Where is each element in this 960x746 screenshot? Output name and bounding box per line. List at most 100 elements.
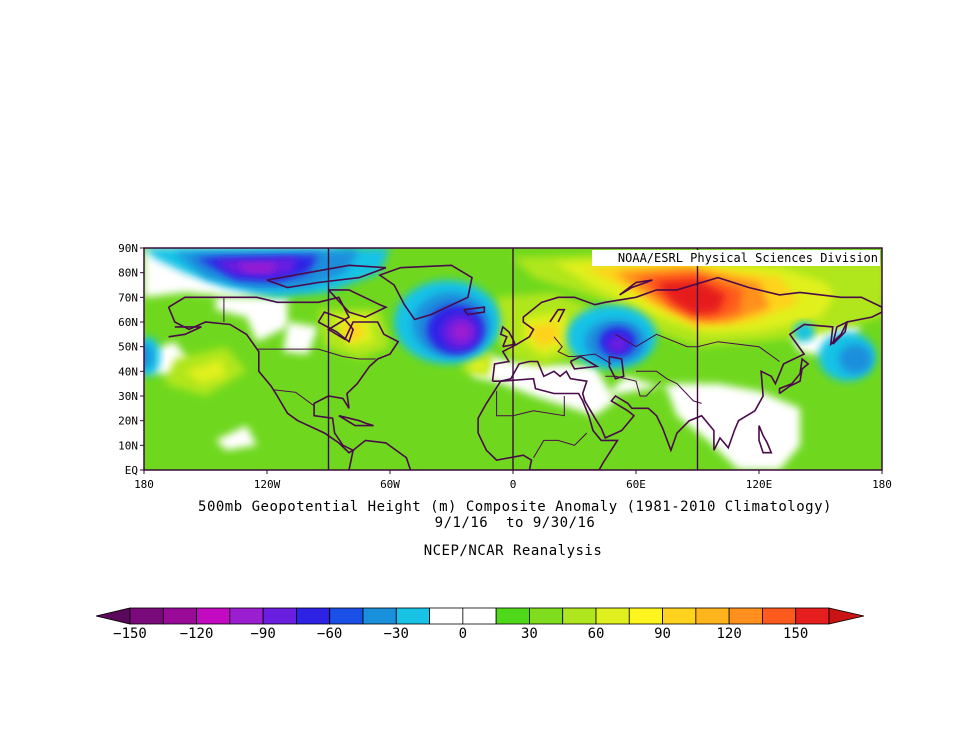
lat-label: 20N [118, 415, 138, 428]
coastline-baffin [327, 289, 388, 318]
coastline-iceland [463, 306, 486, 316]
country-border [636, 370, 702, 404]
colorbar-swatch [495, 607, 530, 625]
colorbar-swatch [429, 607, 464, 625]
colorbar-tick-label: 30 [520, 626, 538, 642]
colorbar-tick-label: −120 [179, 626, 214, 642]
colorbar-swatch [296, 607, 331, 625]
lon-label: 180 [134, 478, 154, 491]
coastline-britain [499, 325, 517, 348]
white-region [215, 425, 257, 451]
white-region [215, 297, 288, 342]
country-border [605, 375, 661, 397]
latitude-axis: 90N 80N 70N 60N 50N 40N 30N 20N 10N EQ [118, 242, 144, 477]
lon-label: 60E [626, 478, 646, 491]
white-region [283, 322, 319, 355]
data-source: NCEP/NCAR Reanalysis [423, 543, 603, 559]
country-border [533, 432, 588, 458]
positive-anomaly [656, 280, 727, 315]
credit-label: NOAA/ESRL Physical Sciences Division [618, 251, 878, 265]
lat-label: 40N [118, 365, 138, 378]
coastline-philippines [758, 425, 773, 454]
colorbar-swatch [628, 607, 663, 625]
colorbar-swatch [229, 607, 264, 625]
colorbar-tick-label: 0 [458, 626, 468, 642]
colorbar-tick-label: 60 [587, 626, 605, 642]
coastline-eurasia [491, 276, 882, 453]
country-border [256, 348, 376, 360]
coastline-sakhalin-alaska [168, 326, 202, 338]
coastline-caribbean [338, 414, 374, 427]
colorbar-swatch [695, 607, 730, 625]
colorbar-tick-label: −90 [250, 626, 276, 642]
lat-label: 80N [118, 267, 138, 280]
figure-title: 500mb Geopotential Height (m) Composite … [198, 499, 832, 515]
country-border [273, 389, 315, 407]
coastline-kamchatka [832, 320, 849, 345]
colorbar-swatch [462, 607, 497, 625]
lat-label: 60N [118, 316, 138, 329]
country-border [496, 391, 565, 417]
country-border [553, 336, 612, 365]
colorbar-tick-label: −30 [383, 626, 409, 642]
colorbar-swatch [362, 607, 397, 625]
colorbar-tick-label: 150 [783, 626, 809, 642]
colorbar-swatch [262, 607, 297, 625]
coastline-africa [477, 377, 619, 470]
coastline-arctic-islands [266, 264, 387, 289]
lat-label: EQ [125, 464, 138, 477]
colorbar-tick-label: −60 [317, 626, 343, 642]
lon-label: 120W [254, 478, 281, 491]
plot-area [144, 248, 882, 470]
lon-label: 180 [872, 478, 892, 491]
lon-label: 120E [746, 478, 773, 491]
colorbar-swatch [762, 607, 797, 625]
colorbar-swatch [562, 607, 597, 625]
meridian-lines [327, 248, 699, 470]
lat-label: 50N [118, 341, 138, 354]
lat-label: 30N [118, 390, 138, 403]
positive-anomaly [185, 359, 226, 384]
negative-anomaly [838, 344, 872, 374]
colorbar-swatch [662, 607, 697, 625]
colorbar-swatch [329, 607, 364, 625]
colorbar [95, 607, 865, 625]
positive-anomaly [467, 356, 489, 374]
negative-anomaly [451, 322, 472, 342]
colorbar-tick-label: −150 [113, 626, 147, 642]
colorbar-swatch [529, 607, 564, 625]
longitude-axis: 180 120W 60W 0 60E 120E 180 [134, 470, 892, 491]
lat-label: 70N [118, 291, 138, 304]
negative-anomaly [607, 335, 628, 353]
coastline-south-america [348, 439, 412, 470]
coastline-scandinavia-gulf [549, 308, 566, 323]
negative-anomaly [144, 344, 153, 369]
lat-label: 10N [118, 439, 138, 452]
coastline-greenland [378, 264, 473, 321]
colorbar-swatch [795, 607, 830, 625]
credit-box [592, 250, 880, 266]
coastline-japan [778, 357, 810, 395]
colorbar-swatch [196, 607, 231, 625]
lon-label: 0 [510, 478, 517, 491]
colorbar-swatch [595, 607, 630, 625]
negative-anomaly [793, 322, 815, 342]
colorbar-swatch [129, 607, 164, 625]
lat-label: 90N [118, 242, 138, 255]
negative-anomaly [236, 262, 278, 273]
positive-anomaly [529, 322, 559, 347]
coastline-black-sea [569, 355, 600, 370]
colorbar-over-arrow [828, 607, 865, 625]
colorbar-swatch [728, 607, 763, 625]
lon-label: 60W [380, 478, 400, 491]
colorbar-swatch [162, 607, 197, 625]
colorbar-under-arrow [95, 607, 131, 625]
colorbar-tick-label: 90 [654, 626, 671, 642]
white-region [605, 376, 800, 470]
country-border [615, 333, 780, 362]
date-range: 9/1/16 to 9/30/16 [434, 515, 596, 531]
colorbar-swatch [395, 607, 430, 625]
coastline-hudson-bay [317, 311, 354, 344]
